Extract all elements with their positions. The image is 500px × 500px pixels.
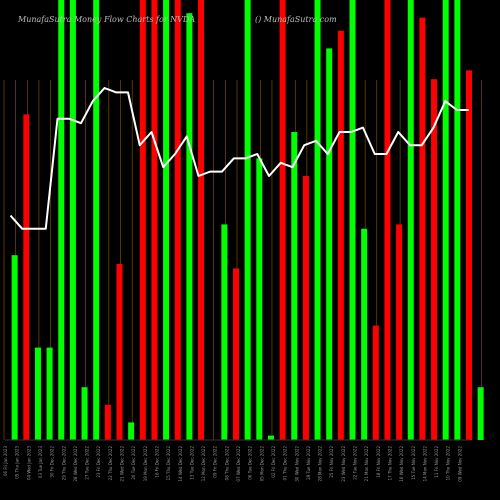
bar-red — [151, 0, 158, 440]
bar-green — [314, 0, 321, 440]
x-tick-label: 04 Wed Jan 2023 — [26, 446, 31, 480]
bar-red — [466, 70, 472, 441]
x-tick-label: 21 Mon Nov 2022 — [364, 446, 369, 482]
bar-red — [279, 0, 286, 440]
bar-green — [221, 224, 228, 440]
x-tick-label: 18 Fri Nov 2022 — [376, 446, 381, 478]
x-tick-label: 17 Thu Nov 2022 — [387, 446, 392, 481]
bar-red — [198, 0, 205, 440]
x-tick-label: 09 Wed Nov 2022 — [457, 446, 462, 482]
bar-green — [186, 13, 193, 440]
bar-green — [34, 347, 41, 440]
x-tick-label: 30 Fri Dec 2022 — [50, 446, 55, 478]
x-tick-label: 23 Wed Nov 2022 — [341, 446, 346, 482]
x-tick-label: 22 Thu Dec 2022 — [108, 446, 113, 481]
x-tick-label: 05 Thu Jan 2023 — [15, 446, 20, 479]
x-tick-label: 25 Fri Nov 2022 — [329, 446, 334, 478]
x-tick-label: 15 Thu Dec 2022 — [166, 446, 171, 481]
money-flow-line — [9, 87, 469, 230]
x-tick-label: 16 Fri Dec 2022 — [154, 446, 159, 478]
bar-green — [326, 48, 333, 441]
bar-green — [349, 0, 356, 440]
x-tick-label: 02 Fri Dec 2022 — [271, 446, 276, 478]
bar-green — [454, 0, 461, 440]
bar-red — [396, 224, 403, 440]
bar-red — [337, 30, 344, 441]
bar-red — [116, 264, 123, 440]
bar-red — [431, 79, 438, 440]
bar-green — [407, 0, 414, 440]
bar-red — [23, 114, 30, 441]
x-tick-label: 28 Mon Nov 2022 — [318, 446, 323, 482]
x-tick-label: 07 Wed Dec 2022 — [236, 446, 241, 482]
x-tick-label: 12 Mon Dec 2022 — [201, 446, 206, 482]
watermark: () MunafaSutra.com — [255, 15, 337, 24]
bar-green — [291, 132, 298, 440]
x-tick-label: 23 Fri Dec 2022 — [96, 446, 101, 478]
x-tick-label: 30 Wed Nov 2022 — [294, 446, 299, 482]
bar-red — [384, 0, 391, 440]
x-tick-labels: 06 Fri Jan 2023 05 Thu Jan 2023 04 Wed Jan… — [3, 446, 462, 482]
bar-green — [93, 0, 100, 440]
x-tick-label: 27 Tue Dec 2022 — [85, 446, 90, 480]
x-tick-label: 06 Tue Dec 2022 — [248, 446, 253, 480]
x-tick-label: 06 Fri Jan 2023 — [3, 446, 8, 476]
x-tick-label: 15 Tue Nov 2022 — [411, 446, 416, 480]
bar-green — [442, 0, 449, 440]
bar-green — [163, 0, 170, 440]
bar-red — [302, 176, 309, 440]
x-tick-label: 22 Tue Nov 2022 — [353, 446, 358, 480]
x-tick-label: 16 Wed Nov 2022 — [399, 446, 404, 482]
bar-red — [174, 0, 181, 440]
bar-green — [46, 347, 53, 440]
x-tick-label: 29 Thu Dec 2022 — [61, 446, 66, 481]
bar-red — [372, 325, 379, 440]
x-tick-label: 28 Wed Dec 2022 — [73, 446, 78, 482]
x-tick-label: 01 Thu Dec 2022 — [283, 446, 288, 481]
bar-green — [81, 387, 88, 440]
bar-green — [128, 422, 135, 440]
bar-green — [69, 0, 76, 440]
bar-green — [244, 0, 251, 440]
bar-green — [11, 255, 18, 440]
bar-green — [477, 387, 484, 440]
x-tick-label: 10 Thu Nov 2022 — [446, 446, 451, 481]
chart-title: MunafaSutra Money Flow Charts for NVDA — [17, 15, 195, 24]
x-tick-label: 09 Fri Dec 2022 — [213, 446, 218, 478]
x-tick-label: 03 Tue Jan 2023 — [38, 446, 43, 479]
bar-green — [58, 0, 65, 440]
bar-red — [104, 404, 111, 440]
x-tick-label: 19 Mon Dec 2022 — [143, 446, 148, 482]
x-tick-label: 20 Tue Dec 2022 — [131, 446, 136, 480]
x-tick-label: 05 Mon Dec 2022 — [259, 446, 264, 482]
bar-green — [361, 228, 368, 440]
bar-series — [11, 0, 484, 441]
bar-red — [139, 0, 146, 440]
bar-red — [233, 268, 239, 440]
bar-green — [256, 158, 263, 440]
bar-red — [419, 17, 426, 440]
x-tick-label: 13 Tue Dec 2022 — [189, 446, 194, 480]
x-tick-label: 11 Fri Nov 2022 — [434, 446, 439, 478]
x-tick-label: 29 Tue Nov 2022 — [306, 446, 311, 480]
bar-green — [267, 435, 274, 440]
x-tick-label: 14 Mon Nov 2022 — [422, 446, 427, 482]
x-tick-label: 14 Wed Dec 2022 — [178, 446, 183, 482]
x-tick-label: 08 Thu Dec 2022 — [224, 446, 229, 481]
x-tick-label: 21 Wed Dec 2022 — [120, 446, 125, 482]
